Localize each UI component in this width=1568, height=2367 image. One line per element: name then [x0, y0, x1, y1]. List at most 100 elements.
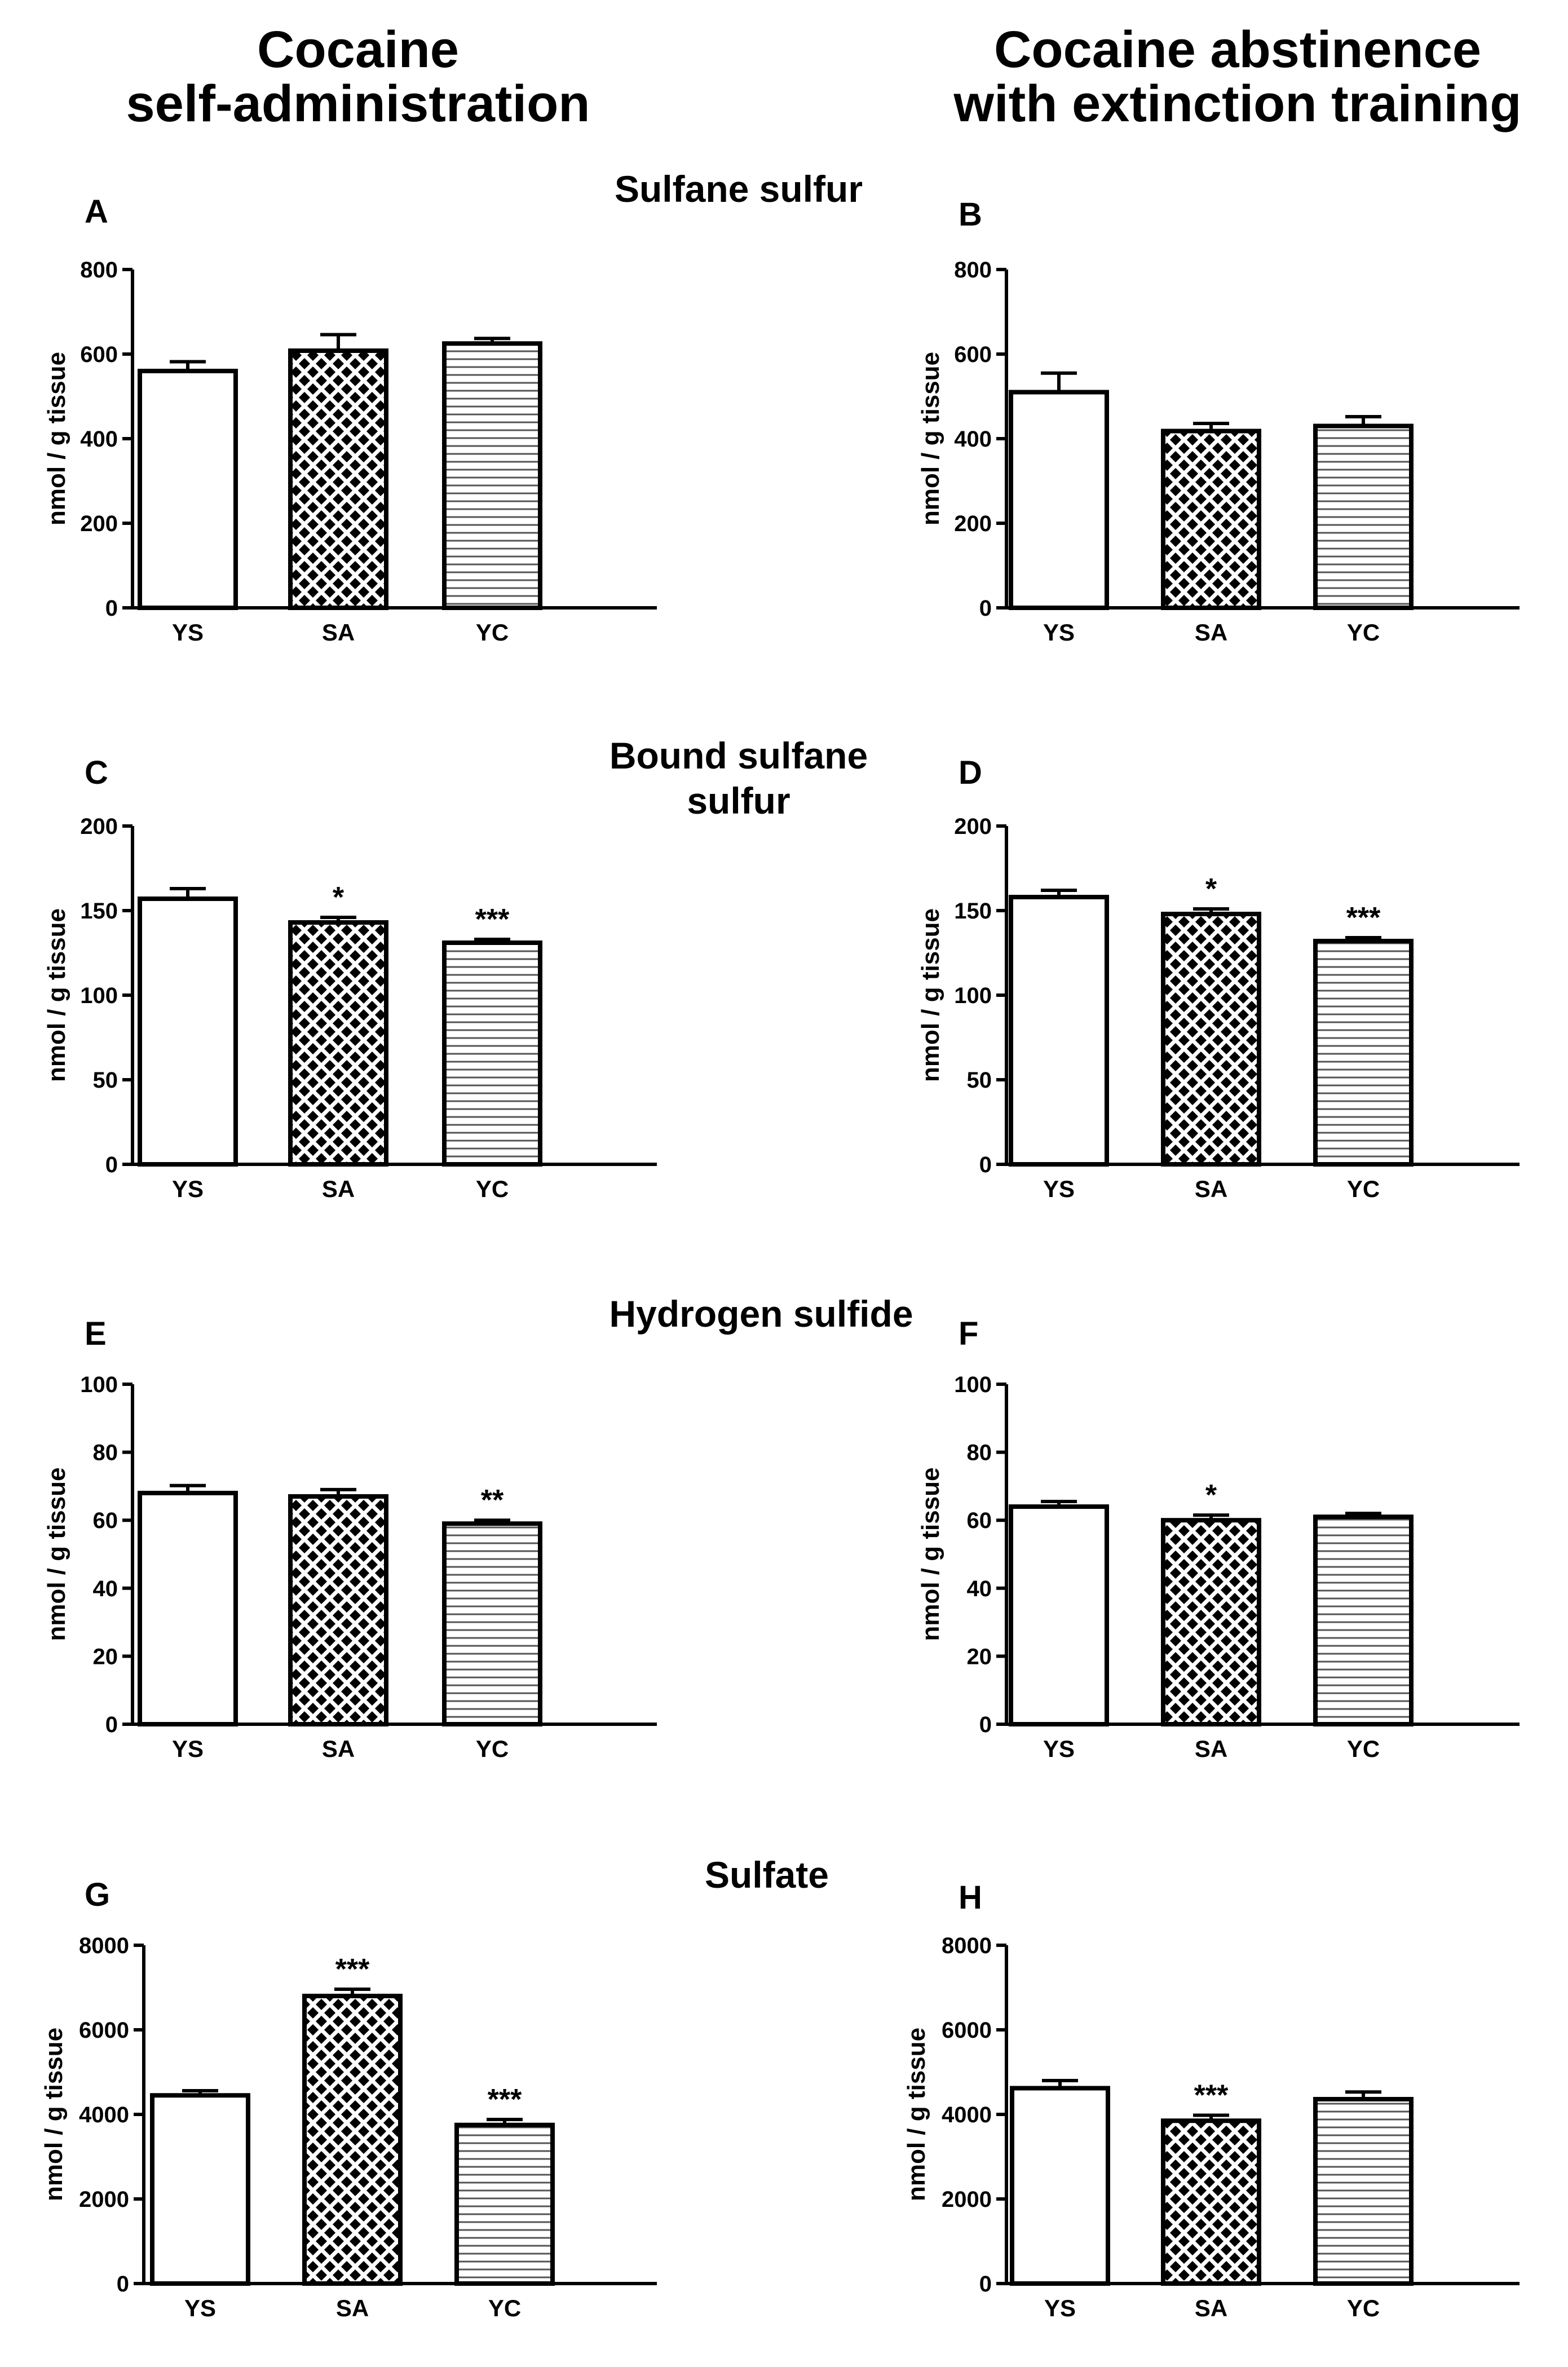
x-tick-label: YC — [1347, 1735, 1380, 1762]
y-tick-label: 600 — [954, 342, 992, 367]
panel-letter: G — [85, 1876, 110, 1913]
bar-yc — [442, 940, 542, 1167]
left-column-heading: Cocaine self-administration — [96, 23, 620, 131]
y-tick-label: 2000 — [79, 2187, 129, 2212]
section-title-sulfate: Sulfate — [704, 1854, 829, 1896]
bar-yc — [1313, 1514, 1414, 1726]
y-tick-label: 4000 — [942, 2103, 992, 2127]
y-tick-label: 20 — [93, 1644, 118, 1669]
bar-ys — [1010, 2086, 1110, 2286]
y-tick-label: 200 — [80, 511, 118, 536]
bar-ys — [138, 1490, 238, 1726]
section-title-hydrogen-sulfide: Hydrogen sulfide — [609, 1293, 913, 1335]
right-column-heading-line1: Cocaine abstinence — [993, 21, 1482, 78]
bar-yc — [454, 2122, 555, 2286]
x-tick-label: SA — [1195, 1176, 1227, 1202]
y-tick-label: 4000 — [79, 2103, 129, 2127]
y-tick-label: 40 — [93, 1576, 118, 1601]
y-tick-label: 8000 — [79, 1933, 129, 1958]
y-axis-label: nmol / g tissue — [43, 352, 70, 525]
x-tick-label: YS — [172, 1176, 204, 1202]
y-tick-label: 60 — [967, 1508, 992, 1533]
y-tick-label: 200 — [954, 814, 992, 839]
x-tick-label: SA — [322, 1735, 355, 1762]
panel-letter: C — [85, 754, 108, 791]
y-tick-label: 200 — [954, 511, 992, 536]
y-tick-label: 20 — [967, 1644, 992, 1669]
x-tick-label: YS — [172, 1735, 204, 1762]
panel-g: G 0 2000 4000 6000 8000 nmol / g tissue YS SA ***… — [40, 1876, 657, 2321]
y-tick-label: 40 — [967, 1576, 992, 1601]
bar-sa — [302, 1994, 403, 2286]
y-tick-label: 0 — [105, 1712, 118, 1737]
significance-marker: *** — [1346, 902, 1381, 934]
y-tick-label: 200 — [80, 814, 118, 839]
right-column-heading-line2: with extinction training — [953, 75, 1522, 133]
x-tick-label: YS — [1043, 619, 1075, 646]
panel-a: A 0 200 400 600 800 nmol / g tissue YS SA YC — [43, 193, 657, 646]
y-tick-label: 80 — [93, 1441, 118, 1465]
y-tick-label: 100 — [954, 1372, 992, 1397]
significance-marker: ** — [481, 1484, 504, 1517]
y-tick-label: 150 — [80, 899, 118, 924]
panel-c: C 0 50 100 150 200 nmol / g tissue YS SA * YC *** — [43, 754, 657, 1202]
y-tick-label: 6000 — [942, 2018, 992, 2043]
bar-ys — [1009, 390, 1109, 610]
x-tick-label: YS — [1043, 1735, 1075, 1762]
y-axis-label: nmol / g tissue — [40, 2028, 68, 2201]
y-tick-label: 0 — [105, 596, 118, 621]
x-tick-label: YS — [184, 2295, 216, 2321]
bar-ys — [1009, 1504, 1109, 1727]
y-axis-label: nmol / g tissue — [43, 1467, 70, 1641]
x-tick-label: YC — [476, 1735, 509, 1762]
panel-b: B 0 200 400 600 800 nmol / g tissue YS SA YC — [917, 196, 1520, 646]
y-tick-label: 8000 — [942, 1933, 992, 1958]
y-tick-label: 100 — [80, 1372, 118, 1397]
y-tick-label: 100 — [80, 983, 118, 1008]
bar-yc — [1313, 423, 1414, 610]
bar-sa — [288, 348, 388, 610]
panel-letter: B — [959, 196, 982, 233]
x-tick-label: YS — [1044, 2295, 1076, 2321]
x-tick-label: SA — [322, 619, 355, 646]
y-tick-label: 600 — [80, 342, 118, 367]
x-tick-label: SA — [1195, 619, 1227, 646]
y-tick-label: 6000 — [79, 2018, 129, 2043]
panel-letter: D — [959, 754, 982, 791]
panel-letter: E — [85, 1315, 107, 1352]
significance-marker: *** — [488, 2083, 522, 2116]
bar-yc — [1313, 939, 1414, 1167]
y-tick-label: 0 — [105, 1152, 118, 1177]
y-axis-label: nmol / g tissue — [917, 352, 944, 525]
y-axis-label: nmol / g tissue — [917, 908, 944, 1082]
y-tick-label: 150 — [954, 899, 992, 924]
x-tick-label: SA — [336, 2295, 369, 2321]
bar-yc — [442, 1521, 542, 1726]
y-tick-label: 50 — [967, 1068, 992, 1093]
left-column-heading-line2: self-administration — [126, 75, 590, 133]
y-tick-label: 400 — [954, 427, 992, 452]
bar-sa — [1161, 429, 1261, 610]
bar-yc — [442, 341, 542, 610]
panel-letter: F — [959, 1315, 978, 1352]
y-tick-label: 80 — [967, 1441, 992, 1465]
y-axis-label: nmol / g tissue — [903, 2028, 930, 2201]
y-axis-label: nmol / g tissue — [43, 908, 70, 1082]
panel-f: F 0 20 40 60 80 100 nmol / g tissue YS SA * YC — [917, 1315, 1520, 1762]
y-tick-label: 100 — [954, 983, 992, 1008]
y-tick-label: 0 — [979, 596, 992, 621]
bar-sa — [288, 920, 388, 1167]
significance-marker: * — [333, 881, 344, 914]
y-tick-label: 0 — [979, 1712, 992, 1737]
bar-sa — [1161, 1518, 1261, 1726]
section-title-bound-sulfane-sulfur: Bound sulfane sulfur — [564, 733, 913, 823]
section-title-bound-line2: sulfur — [687, 780, 790, 822]
y-axis-label: nmol / g tissue — [917, 1467, 944, 1641]
x-tick-label: YC — [488, 2295, 521, 2321]
bar-ys — [138, 369, 238, 610]
significance-marker: *** — [1194, 2079, 1229, 2112]
significance-marker: * — [1205, 873, 1217, 906]
section-title-bound-line1: Bound sulfane — [609, 735, 868, 776]
y-tick-label: 0 — [117, 2272, 129, 2297]
